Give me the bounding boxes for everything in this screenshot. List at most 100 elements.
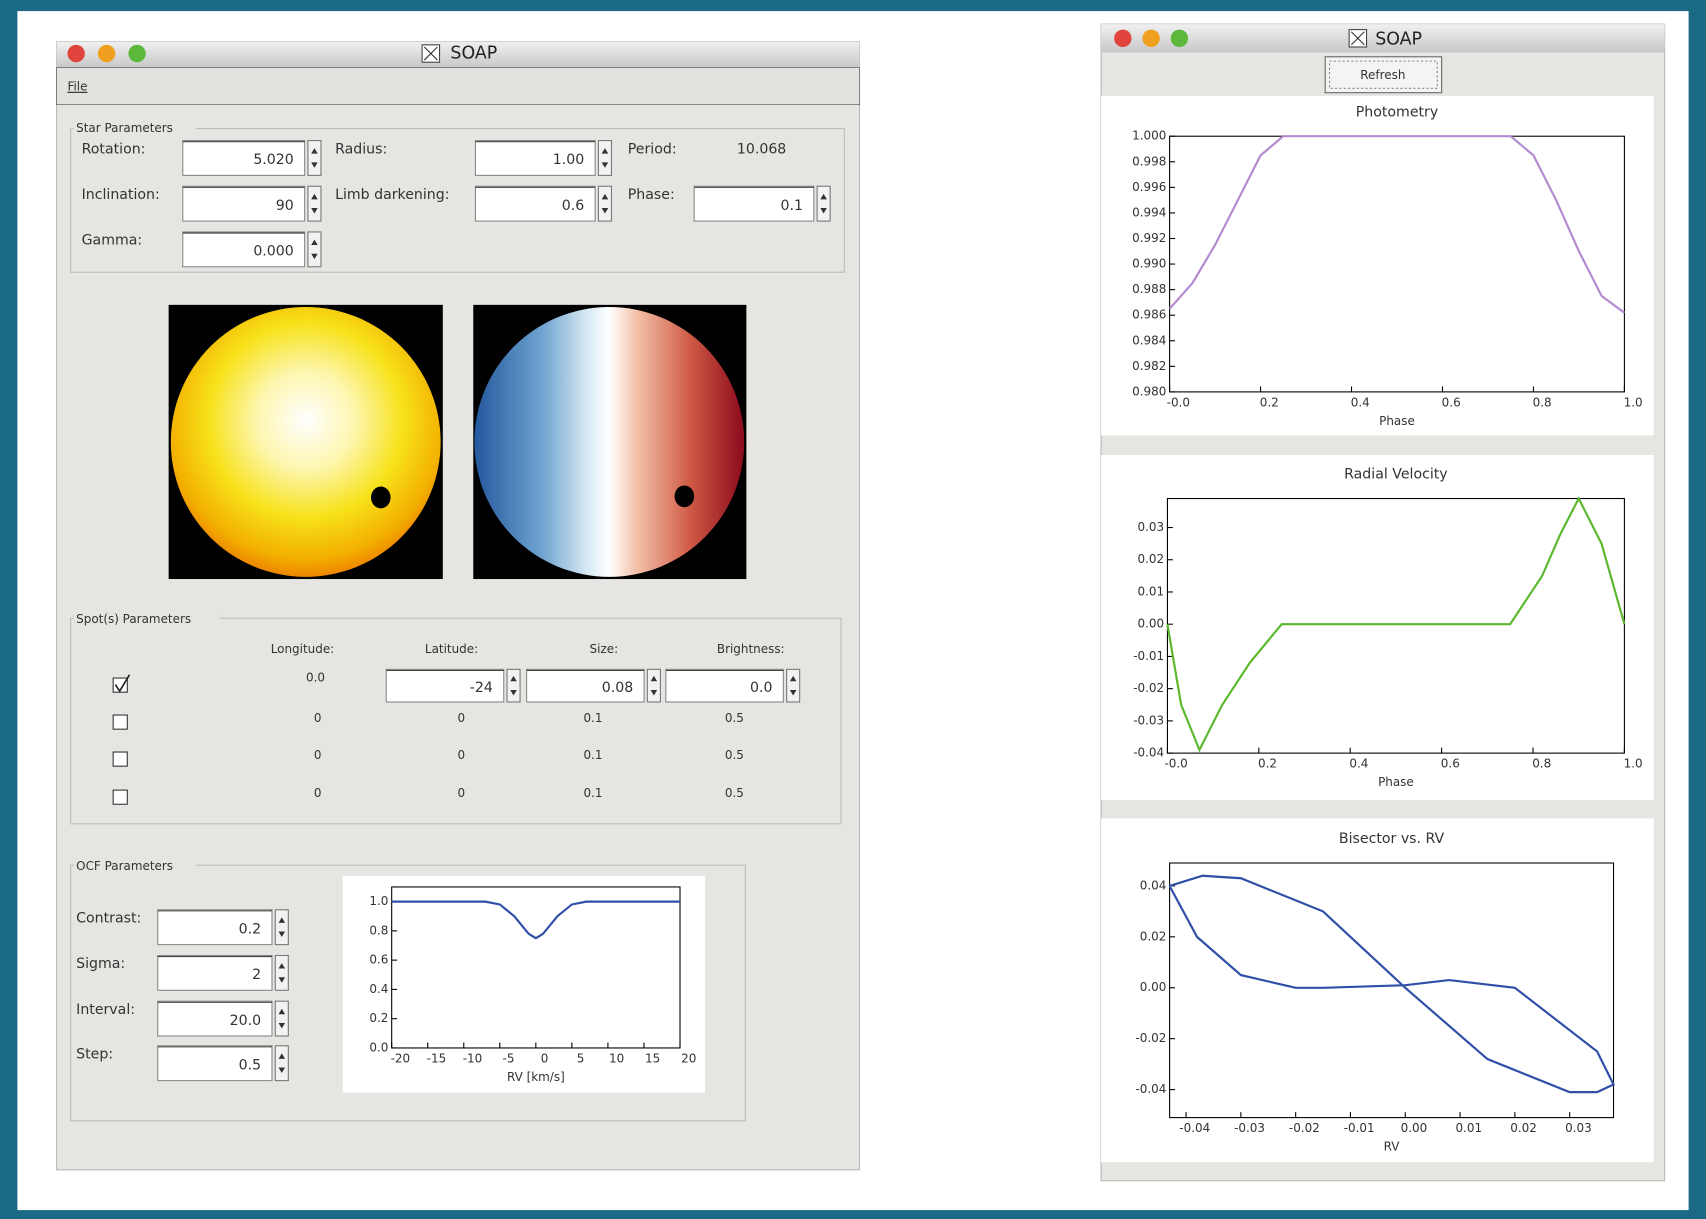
y-tick-label: 0.4 — [369, 982, 388, 996]
spinner[interactable] — [275, 1046, 288, 1081]
y-tick-label: 1.000 — [1132, 129, 1166, 143]
input-value: 0.08 — [602, 680, 633, 696]
y-tick-label: 0.02 — [1138, 552, 1165, 566]
y-tick-label: 0.01 — [1138, 584, 1165, 598]
spinner[interactable] — [275, 955, 288, 990]
left-window-title: SOAP — [450, 44, 497, 64]
spinner[interactable] — [275, 910, 288, 945]
x-tick-label: 0 — [541, 1051, 549, 1065]
x-tick-label: 0.4 — [1351, 395, 1370, 409]
spinner[interactable] — [598, 141, 611, 176]
x-tick-label: 10 — [609, 1051, 624, 1065]
x-tick-label: -0.0 — [1164, 756, 1187, 770]
x-tick-label: 1.0 — [1624, 395, 1643, 409]
input-value: 5.020 — [253, 152, 293, 168]
input-value: 0.5 — [239, 1057, 261, 1073]
input-value: 0.6 — [562, 198, 584, 214]
x-tick-label: -10 — [463, 1051, 483, 1065]
input-value: 2 — [252, 967, 261, 983]
x-tick-label: 0.6 — [1442, 395, 1461, 409]
intensity-map-spot — [371, 487, 391, 509]
x-tick-label: -15 — [427, 1051, 447, 1065]
minimize-button[interactable] — [98, 45, 115, 62]
menu-item[interactable]: File — [67, 80, 87, 94]
plot-area — [1170, 136, 1625, 392]
checkbox[interactable] — [113, 715, 127, 729]
y-tick-label: 0.00 — [1140, 980, 1167, 994]
y-tick-label: -0.01 — [1133, 649, 1164, 663]
x-tick-label: -0.01 — [1344, 1121, 1375, 1135]
minimize-button[interactable] — [1142, 30, 1159, 47]
spinner[interactable] — [308, 232, 321, 267]
x-tick-label: 0.00 — [1401, 1121, 1428, 1135]
intensity-map-star — [171, 307, 441, 577]
checkbox[interactable] — [113, 790, 127, 804]
y-tick-label: 0.988 — [1132, 282, 1166, 296]
zoom-button[interactable] — [128, 45, 145, 62]
x-tick-label: 0.03 — [1565, 1121, 1592, 1135]
input-value: -24 — [470, 680, 493, 696]
field-label: Interval: — [76, 1002, 135, 1018]
x-tick-label: -20 — [391, 1051, 411, 1065]
right-window-title: SOAP — [1375, 29, 1422, 49]
field-label: Radius: — [335, 141, 387, 157]
y-tick-label: -0.02 — [1135, 1031, 1166, 1045]
plot-area — [1167, 499, 1624, 754]
cell-value: 0 — [458, 786, 466, 800]
input-value: 0.000 — [253, 244, 293, 260]
input-value: 0.2 — [239, 921, 261, 937]
spinner[interactable] — [308, 186, 321, 221]
left-menu-bar — [57, 68, 860, 105]
close-button[interactable] — [67, 45, 84, 62]
cell-value: 0.1 — [583, 786, 602, 800]
field-label: Sigma: — [76, 956, 125, 972]
cell-value: 0.0 — [306, 671, 325, 685]
field-label: Rotation: — [82, 141, 146, 157]
spinner[interactable] — [787, 669, 800, 702]
cell-value: 0.5 — [725, 748, 744, 762]
y-tick-label: -0.04 — [1133, 746, 1164, 760]
velocity-map-spot — [675, 485, 695, 507]
y-tick-label: 0.04 — [1140, 878, 1167, 892]
x-tick-label: -0.03 — [1234, 1121, 1265, 1135]
y-tick-label: 0.998 — [1132, 154, 1166, 168]
checkbox[interactable] — [113, 752, 127, 766]
close-button[interactable] — [1114, 30, 1131, 47]
column-header: Brightness: — [717, 642, 785, 656]
chart-title: Bisector vs. RV — [1339, 831, 1445, 847]
y-tick-label: 0.990 — [1132, 257, 1166, 271]
x-tick-label: 0.01 — [1455, 1121, 1482, 1135]
y-tick-label: 0.984 — [1132, 333, 1166, 347]
y-tick-label: 0.980 — [1132, 384, 1166, 398]
field-value: 10.068 — [737, 141, 786, 157]
group-title: Star Parameters — [76, 121, 173, 135]
x-tick-label: 1.0 — [1624, 756, 1643, 770]
x-tick-label: -0.04 — [1179, 1121, 1210, 1135]
y-tick-label: 1.0 — [369, 894, 388, 908]
y-tick-label: -0.04 — [1135, 1082, 1166, 1096]
screen: SOAP File Star Parameters Spot(s) Parame… — [0, 0, 1706, 1219]
y-tick-label: 0.0 — [369, 1040, 388, 1054]
x-tick-label: -0.02 — [1289, 1121, 1320, 1135]
chart-title: Radial Velocity — [1344, 467, 1448, 483]
input-value: 90 — [276, 198, 294, 214]
cell-value: 0 — [314, 711, 322, 725]
y-tick-label: 0.982 — [1132, 359, 1166, 373]
spinner[interactable] — [275, 1001, 288, 1036]
spinner[interactable] — [308, 141, 321, 176]
input-value: 20.0 — [230, 1013, 261, 1029]
y-tick-label: 0.2 — [369, 1011, 388, 1025]
field-label: Contrast: — [76, 910, 141, 926]
spinner[interactable] — [507, 669, 520, 702]
spinner[interactable] — [598, 186, 611, 221]
field-label: Limb darkening: — [335, 187, 449, 203]
zoom-button[interactable] — [1171, 30, 1188, 47]
x-tick-label: -0.0 — [1167, 395, 1190, 409]
column-header: Latitude: — [425, 642, 478, 656]
x-tick-label: 0.8 — [1532, 756, 1551, 770]
spinner[interactable] — [817, 186, 830, 221]
spinner[interactable] — [647, 669, 660, 702]
column-header: Longitude: — [271, 642, 334, 656]
input-value: 0.1 — [780, 198, 802, 214]
x-tick-label: 0.02 — [1510, 1121, 1537, 1135]
